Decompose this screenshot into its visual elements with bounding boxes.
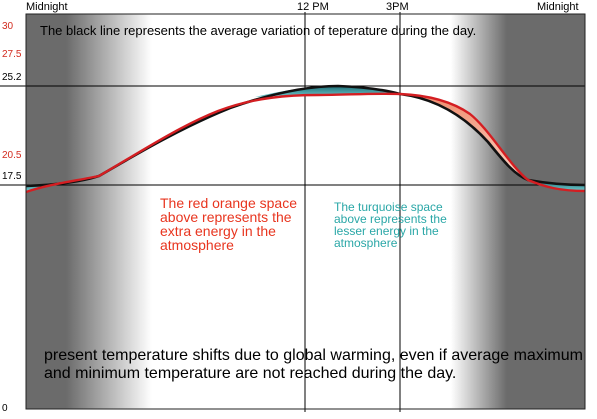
diagram-title: The black line represents the average va…: [40, 23, 477, 38]
global-warming-note: present temperature shifts due to global…: [44, 347, 583, 382]
lesser-energy-note: The turquoise space above represents the…: [334, 200, 447, 250]
y-tick-27-5: 27.5: [2, 49, 22, 60]
present-temperature-line: [25, 92, 586, 194]
y-tick-0: 0: [2, 403, 8, 414]
plot-frame: [25, 13, 586, 410]
label-3pm: 3PM: [386, 1, 409, 13]
extra-energy-note: The red orange space above represents th…: [160, 195, 297, 253]
label-midnight-right: Midnight: [537, 1, 579, 13]
y-tick-20-5: 20.5: [2, 150, 22, 161]
y-tick-30: 30: [2, 21, 14, 32]
y-tick-25-2: 25.2: [2, 72, 22, 83]
y-tick-17-5: 17.5: [2, 171, 22, 182]
label-midnight-left: Midnight: [26, 1, 68, 13]
label-12pm: 12 PM: [297, 1, 329, 13]
